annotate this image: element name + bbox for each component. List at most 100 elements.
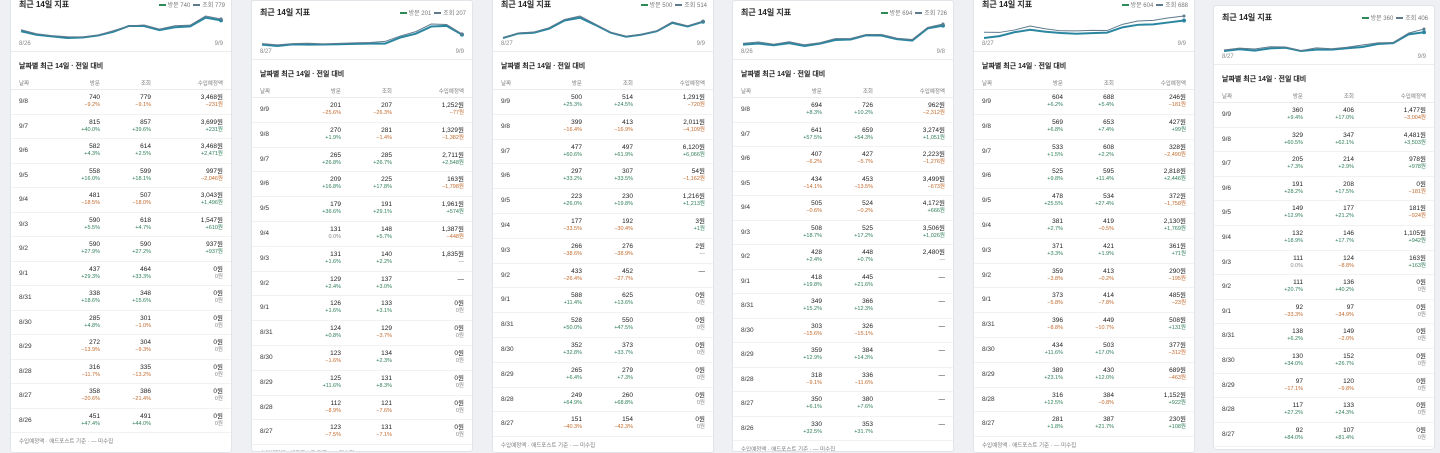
chart-legend: 방문 694 조회 726 [878, 8, 947, 17]
revenue-change: −312원 [1168, 349, 1186, 356]
cell-visits: 318 −9.1% [806, 372, 822, 387]
cell-revenue: 2,223원 −1,276원 [923, 151, 945, 166]
visits-value: 265 [571, 366, 582, 374]
revenue-change: 0원 [455, 407, 464, 414]
table-row: 9/6 297 +33.2% 307 +33.5% 54원 −1,162원 [493, 164, 713, 190]
series-line-visits [742, 24, 944, 48]
cell-views: 448 +0.7% [857, 249, 873, 264]
revenue-change: +666원 [927, 208, 945, 214]
row-date: 9/2 [260, 279, 270, 287]
views-value: 524 [862, 200, 873, 207]
visits-value: 330 [811, 420, 822, 428]
cell-revenue: 997원 −2,046원 [201, 168, 223, 183]
visits-change: +40.0% [81, 126, 100, 133]
cell-visits: 451 +47.4% [81, 413, 100, 428]
row-date: 9/9 [501, 98, 511, 105]
table-row: 9/1 373 −5.8% 414 −7.8% 485원 −23원 [974, 288, 1194, 314]
visits-change: +4.3% [84, 151, 100, 157]
table-row: 9/6 191 +28.2% 208 +17.5% 0원 −181원 [1214, 177, 1434, 202]
revenue-change: +1,496원 [200, 200, 223, 206]
cell-revenue: 328원 −2,490원 [1164, 144, 1186, 159]
cell-revenue: 1,216원 +1,213원 [683, 193, 705, 208]
views-value: 301 [140, 314, 151, 322]
row-date: 9/4 [1222, 233, 1232, 241]
cell-views: 121 −7.6% [376, 400, 392, 415]
cell-revenue: 246원 −181원 [1169, 94, 1186, 109]
views-value: 336 [862, 371, 873, 379]
table-row: 8/28 316 +12.5% 384 −0.8% 1,152원 +922원 [974, 388, 1194, 413]
visits-change: −16.4% [563, 126, 582, 133]
views-value: 384 [862, 347, 873, 354]
visits-value: 132 [1292, 229, 1303, 237]
cell-views: 514 +24.5% [614, 94, 633, 109]
cell-views: 491 +44.0% [132, 413, 151, 428]
revenue-change: −1,382원 [441, 134, 464, 141]
legend-swatch-visits [158, 4, 166, 6]
legend-label-visits: 방문 740 [167, 3, 191, 9]
table-row: 9/8 270 +1.9% 281 −1.4% 1,329원 −1,382원 [252, 123, 472, 148]
table-row: 9/8 740 −9.2% 779 −9.1% 3,468원 −231원 [11, 90, 231, 115]
cell-visits: 149 +12.9% [1284, 205, 1303, 220]
revenue-value: 2,818원 [1163, 168, 1186, 176]
row-date: 9/2 [982, 271, 992, 279]
cell-visits: 92 +84.0% [1284, 427, 1303, 442]
row-date: 9/8 [19, 98, 29, 105]
revenue-change: −181원 [1168, 102, 1186, 108]
row-date: 9/6 [260, 180, 270, 188]
revenue-value: 0원 [1416, 377, 1426, 385]
cell-views: 230 +19.8% [614, 193, 633, 208]
views-value: 453 [862, 175, 873, 183]
cell-views: 146 +17.7% [1335, 230, 1354, 245]
revenue-value: 0원 [213, 290, 223, 297]
views-value: 149 [1343, 328, 1354, 336]
row-date: 9/6 [982, 172, 992, 180]
daily-table-header: 날짜 방문 조회 수입예정액 [974, 77, 1194, 90]
views-change: −30.4% [614, 225, 633, 232]
row-date: 8/31 [741, 302, 754, 309]
table-row: 9/7 641 +57.5% 659 +54.3% 3,274원 +1,051원 [733, 123, 953, 147]
legend-label-visits: 방문 500 [649, 3, 673, 9]
views-value: 281 [381, 126, 392, 134]
cell-visits: 201 −25.6% [322, 102, 341, 117]
visits-value: 124 [330, 325, 341, 333]
cell-revenue: 4,172원 +666원 [923, 200, 945, 215]
table-row: 9/5 179 +36.6% 191 +29.1% 1,961원 +574원 [252, 197, 472, 222]
visits-value: 92 [1295, 426, 1303, 434]
row-date: 9/7 [501, 147, 511, 155]
visits-value: 149 [1292, 205, 1303, 213]
row-date: 8/26 [741, 424, 754, 432]
row-date: 8/28 [260, 403, 273, 411]
views-value: 335 [140, 363, 151, 371]
table-row: 9/9 604 +6.2% 688 +5.4% 246원 −181원 [974, 90, 1194, 115]
views-change: +39.6% [132, 126, 151, 133]
visits-change: +7.3% [1287, 164, 1303, 171]
views-change: +15.6% [132, 298, 151, 304]
chart-legend: 방문 740 조회 779 [156, 0, 225, 9]
series-end-point [1182, 18, 1186, 23]
visits-change: +12.5% [1044, 399, 1063, 406]
cell-revenue: 163원 −1,798원 [442, 176, 464, 191]
chart-legend: 방문 500 조회 514 [638, 0, 707, 9]
revenue-value: 377원 [1169, 341, 1186, 349]
cell-revenue: 361원 +71원 [1169, 243, 1186, 258]
revenue-value: — [938, 371, 946, 379]
revenue-value: 427원 [1169, 118, 1186, 126]
visits-value: 316 [1052, 391, 1063, 399]
revenue-value: 163원 [447, 176, 464, 184]
cell-revenue: 0원 0원 [1416, 427, 1426, 442]
legend-label-visits: 방문 694 [889, 11, 913, 17]
revenue-change: 0원 [455, 432, 464, 439]
revenue-value: 0원 [695, 292, 705, 300]
visits-value: 130 [1292, 352, 1303, 360]
revenue-value: 0원 [213, 314, 223, 322]
cell-revenue: 54원 −1,162원 [683, 168, 705, 183]
table-footer-note: 수입예정액 · 애드포스트 기준 · — 미수집 [19, 439, 114, 445]
cell-revenue: 962원 −2,312원 [923, 102, 945, 117]
visits-value: 373 [1052, 292, 1063, 300]
revenue-value: 163원 [1409, 254, 1426, 262]
visits-value: 740 [89, 94, 100, 101]
cell-views: 304 −9.3% [135, 339, 151, 354]
cell-visits: 588 +11.4% [564, 292, 582, 307]
cell-revenue: 372원 −1,758원 [1164, 193, 1186, 208]
revenue-change: −231원 [205, 102, 223, 108]
